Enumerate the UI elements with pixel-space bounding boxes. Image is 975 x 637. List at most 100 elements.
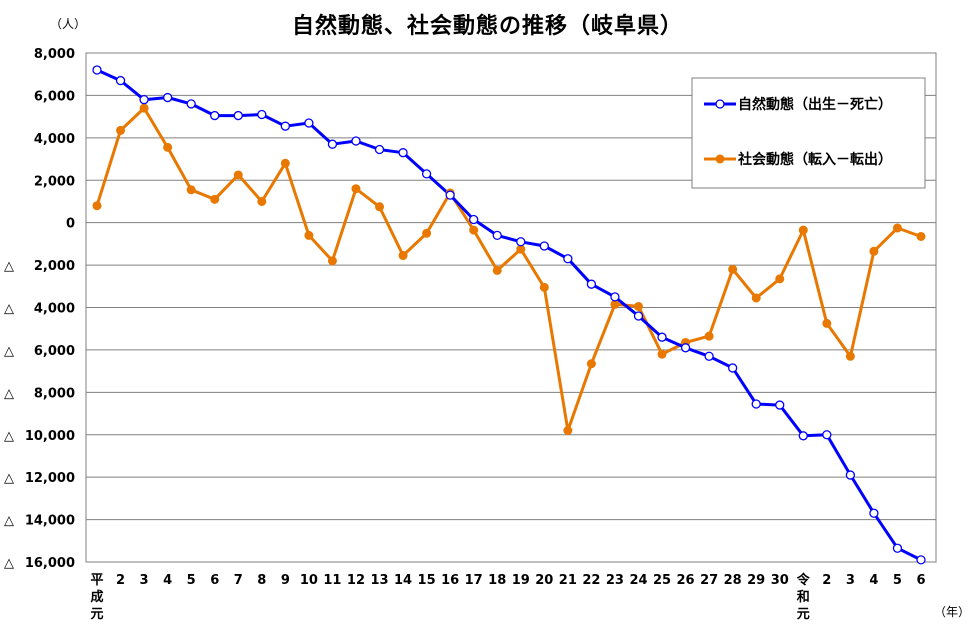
data-point-0 (633, 311, 644, 321)
data-point-1 (92, 201, 102, 211)
legend-box (691, 77, 926, 189)
data-point-0 (139, 95, 149, 105)
x-tick-label: 16 (441, 573, 459, 588)
x-tick-label: 28 (724, 573, 742, 588)
series-line-1 (95, 106, 922, 432)
data-point-0 (704, 351, 714, 361)
data-point-0 (845, 470, 856, 480)
data-point-0 (327, 139, 338, 149)
data-point-0 (469, 214, 479, 225)
y-tick-label: 2,000 (34, 174, 75, 189)
x-tick-label: 21 (559, 573, 577, 588)
y-tick-label: 4,000 (34, 302, 75, 317)
x-tick-label: 24 (629, 573, 647, 588)
x-tick-label: 6 (210, 573, 219, 588)
data-point-0 (233, 110, 243, 121)
x-tick-label: 5 (187, 573, 196, 588)
y-tick-label: 16,000 (25, 556, 75, 571)
data-point-0 (657, 332, 667, 342)
y-tick-label: 2,000 (34, 259, 75, 274)
x-tick-label: 3 (846, 573, 855, 588)
data-point-0 (798, 431, 808, 441)
data-point-1 (492, 265, 502, 275)
x-tick-label: 8 (257, 573, 266, 588)
data-point-1 (728, 264, 738, 274)
data-point-0 (775, 400, 785, 410)
data-point-1 (563, 426, 573, 436)
y-tick-label: 6,000 (34, 89, 75, 104)
data-point-1 (704, 331, 714, 341)
y-tick-label: 0 (66, 217, 75, 232)
data-point-1 (657, 349, 667, 359)
data-point-0 (304, 118, 314, 128)
data-point-1 (916, 231, 926, 241)
data-point-0 (186, 99, 196, 109)
y-tick-label-mark: △ (4, 344, 14, 359)
data-point-1 (586, 359, 596, 369)
y-tick-label: 8,000 (34, 386, 75, 401)
data-point-1 (233, 170, 243, 180)
data-point-1 (139, 103, 149, 113)
data-point-1 (869, 246, 879, 256)
x-tick-label: 25 (653, 573, 671, 588)
data-point-0 (539, 241, 549, 251)
x-tick-label: 27 (700, 573, 718, 588)
data-point-1 (845, 351, 855, 361)
data-point-1 (163, 142, 173, 152)
x-tick-label: 12 (347, 573, 365, 588)
x-tick-label: 22 (582, 573, 600, 588)
y-axis-unit: （人） (50, 17, 86, 31)
legend-label-0: 自然動態（出生－死亡） (738, 96, 892, 113)
y-tick-label: 12,000 (25, 471, 75, 486)
data-point-0 (374, 144, 385, 155)
y-tick-label-mark: △ (4, 514, 14, 529)
x-tick-label: 3 (140, 573, 149, 588)
data-point-0 (916, 555, 926, 565)
data-point-0 (563, 254, 573, 264)
data-point-0 (351, 136, 361, 146)
x-tick-label: 9 (281, 573, 290, 588)
data-point-1 (116, 125, 126, 135)
x-tick-label: 13 (370, 573, 388, 588)
y-tick-label: 10,000 (25, 429, 75, 444)
x-tick-label: 20 (535, 573, 553, 588)
x-tick-label: 15 (418, 573, 436, 588)
data-point-0 (398, 148, 408, 158)
y-tick-label-mark: △ (4, 471, 14, 486)
x-tick-label: 23 (606, 573, 624, 588)
y-tick-label-mark: △ (4, 302, 14, 317)
data-point-1 (775, 274, 785, 284)
x-tick-label: 平成元 (90, 573, 103, 622)
data-point-1 (751, 293, 761, 303)
y-tick-label: 4,000 (34, 132, 75, 147)
x-tick-label: 17 (465, 573, 483, 588)
data-point-0 (586, 279, 597, 289)
data-point-1 (375, 202, 385, 212)
x-tick-label: 29 (747, 573, 765, 588)
x-tick-label: 5 (893, 573, 902, 588)
data-point-1 (892, 223, 902, 233)
data-point-0 (680, 343, 691, 353)
data-point-0 (210, 110, 220, 121)
legend-marker-1 (715, 154, 725, 164)
data-point-1 (822, 318, 832, 328)
data-point-1 (398, 251, 408, 261)
data-point-0 (751, 399, 761, 409)
x-tick-label: 30 (771, 573, 789, 588)
data-point-0 (822, 430, 832, 440)
x-tick-label: 11 (323, 573, 341, 588)
data-point-0 (610, 292, 620, 302)
data-point-1 (422, 228, 432, 238)
data-point-1 (351, 184, 361, 194)
data-point-0 (869, 508, 879, 518)
data-point-0 (516, 237, 526, 247)
x-tick-label: 7 (234, 573, 243, 588)
legend-label-1: 社会動態（転入－転出） (737, 151, 892, 168)
x-tick-label: 令和元 (797, 572, 811, 622)
x-tick-label: 10 (300, 573, 318, 588)
data-point-1 (210, 194, 220, 204)
data-point-0 (445, 190, 455, 200)
data-point-1 (186, 185, 196, 195)
x-tick-label: 2 (116, 573, 125, 588)
